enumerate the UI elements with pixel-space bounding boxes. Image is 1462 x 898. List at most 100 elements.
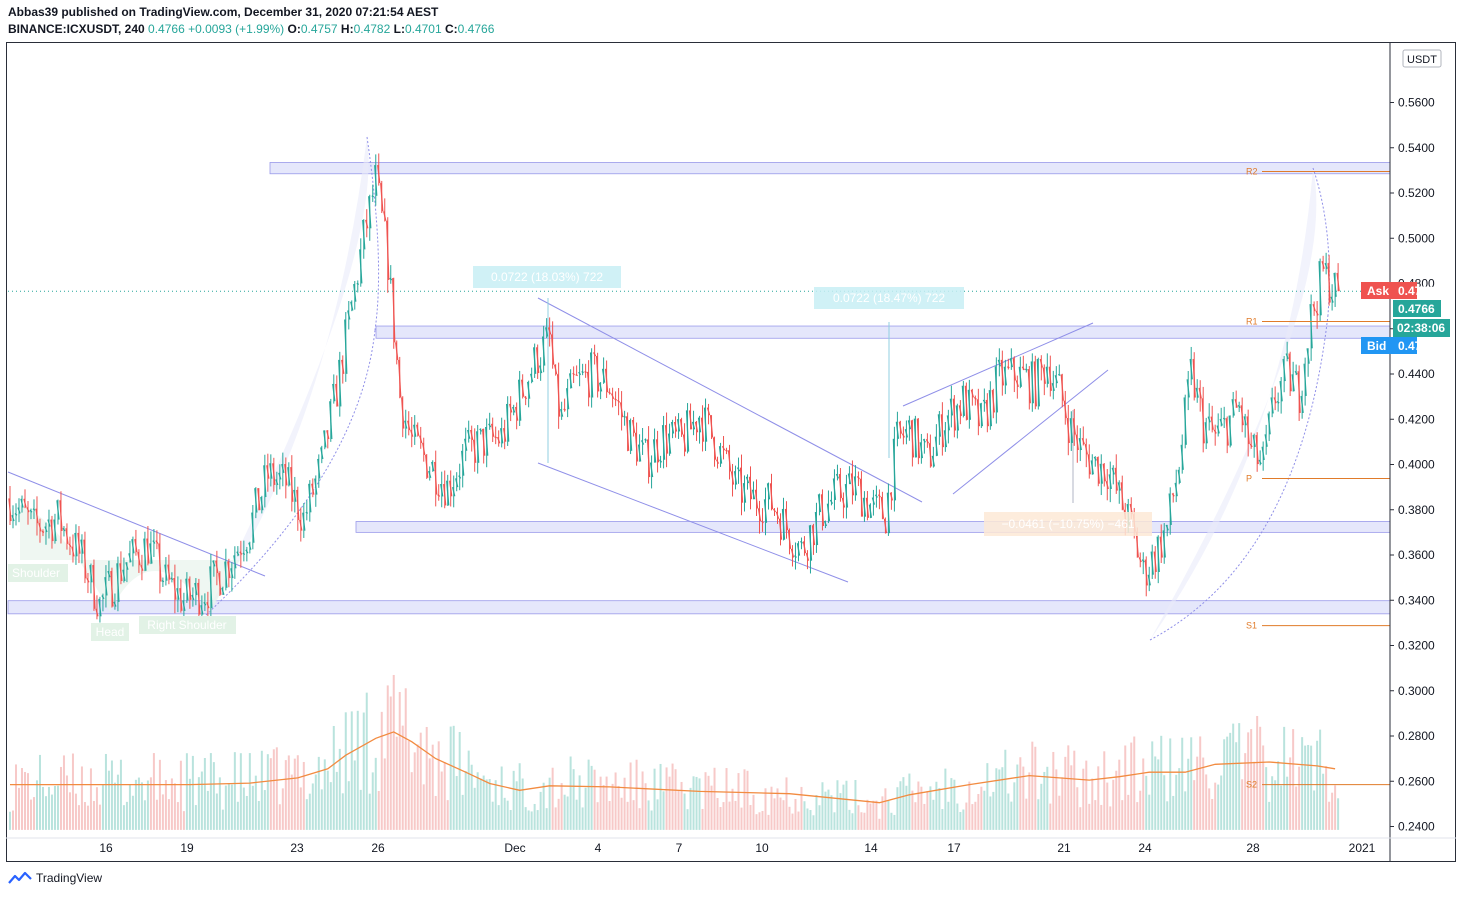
footer-brand[interactable]: TradingView [36,871,103,885]
candle-body-171 [521,379,525,397]
volume-bar-355 [1073,750,1076,830]
volume-bar-229 [695,776,698,830]
sr-zone-0[interactable] [269,162,1391,175]
candle-body-409 [1234,399,1238,408]
volume-bar-320 [968,781,971,830]
last-price: 0.4766 [148,22,185,36]
volume-bar-22 [74,793,77,830]
currency-badge[interactable]: USDT [1402,49,1442,68]
symbol-label[interactable]: BINANCE:ICXUSDT, 240 [8,22,145,36]
right-shoulder-tag[interactable]: Right Shoulder [139,616,236,634]
candle-body-191 [581,370,584,374]
parabola-1[interactable] [205,136,380,616]
candle-body-86 [266,465,270,479]
candle-body-195 [593,352,597,357]
sr-zone-2[interactable] [355,521,1391,533]
candle-body-245 [742,483,747,503]
candle-body-64 [200,605,204,615]
volume-bar-220 [668,776,671,830]
trend-line-2[interactable] [537,462,849,583]
svg-text:0.4766: 0.4766 [1398,302,1435,316]
volume-bar-240 [728,801,731,830]
candle-body-179 [545,327,549,337]
volume-bar-337 [1019,757,1022,830]
volume-bar-443 [1337,798,1340,830]
volume-bar-380 [1148,794,1151,830]
candle-body-358 [1081,437,1085,445]
volume-bar-299 [905,785,908,830]
head-tag[interactable]: Head [91,623,129,641]
candle-body-416 [1255,434,1259,465]
volume-bar-226 [686,809,689,830]
sr-zone-1[interactable] [375,325,1391,339]
volume-bar-212 [644,783,647,830]
candle-body-91 [281,463,285,474]
candle-body-318 [961,385,966,416]
volume-bar-267 [809,810,812,830]
volume-bar-353 [1067,745,1070,830]
volume-bar-121 [371,772,374,830]
volume-bar-108 [332,725,335,830]
volume-bar-101 [311,783,314,830]
volume-bar-255 [773,798,776,830]
trend-line-1[interactable] [537,297,923,503]
candle-body-113 [347,310,351,320]
pivot-label-S2: S2 [1246,780,1257,790]
volume-bar-397 [1199,736,1202,830]
candle-body-398 [1201,398,1205,444]
candle-body-120 [368,196,372,229]
time-tick-8: 14 [864,841,878,855]
volume-bar-29 [95,787,98,830]
candle-body-196 [595,356,600,392]
volume-bar-285 [863,812,866,830]
volume-bar-354 [1070,765,1073,830]
volume-bar-84 [260,750,263,830]
candle-body-234 [709,415,714,438]
candle-body-50 [158,543,162,582]
candle-body-357 [1078,438,1082,451]
volume-bar-34 [110,760,113,830]
price-tick-16: 0.2400 [1398,820,1435,834]
time-tick-3: 26 [371,841,385,855]
volume-bar-64 [200,771,203,830]
candle-body-129 [395,342,399,361]
head-shoulders-fill [20,505,240,612]
volume-bar-144 [440,771,443,830]
volume-bar-200 [608,801,611,830]
candle-body-41 [131,539,135,554]
candle-body-31 [101,595,105,600]
candle-body-51 [161,580,165,583]
volume-bar-388 [1172,795,1175,830]
candle-body-205 [623,415,626,418]
trend-line-4[interactable] [952,369,1109,495]
candle-body-29 [95,608,99,617]
candle-body-365 [1102,463,1106,482]
volume-bar-11 [41,786,44,830]
candle-body-271 [820,494,825,527]
volume-bar-46 [146,780,149,830]
measure-1[interactable]: 0.0722 (18.03%) 722 [473,266,621,288]
volume-bar-289 [875,800,878,830]
volume-bar-403 [1217,784,1220,830]
candle-body-390 [1177,469,1181,483]
left-shoulder-tag[interactable]: Shoulder [8,564,68,582]
volume-bar-210 [638,808,641,830]
candle-body-57 [179,588,183,611]
measure-3[interactable]: −0.0461 (−10.75%) −461 [984,512,1152,536]
trend-line-0[interactable] [7,471,266,577]
measure-2[interactable]: 0.0722 (18.47%) 722 [814,287,964,309]
trend-line-3[interactable] [902,322,1094,407]
volume-bar-390 [1178,768,1181,830]
candle-body-158 [482,428,486,456]
volume-bar-168 [512,770,515,830]
candle-body-336 [1015,380,1019,388]
volume-bar-392 [1184,791,1187,830]
volume-bar-215 [653,768,656,830]
volume-bar-104 [320,789,323,830]
volume-bar-123 [377,791,380,830]
candle-body-287 [868,504,873,518]
candle-body-147 [449,480,453,497]
candle-body-314 [949,398,954,416]
candle-body-207 [628,420,633,451]
